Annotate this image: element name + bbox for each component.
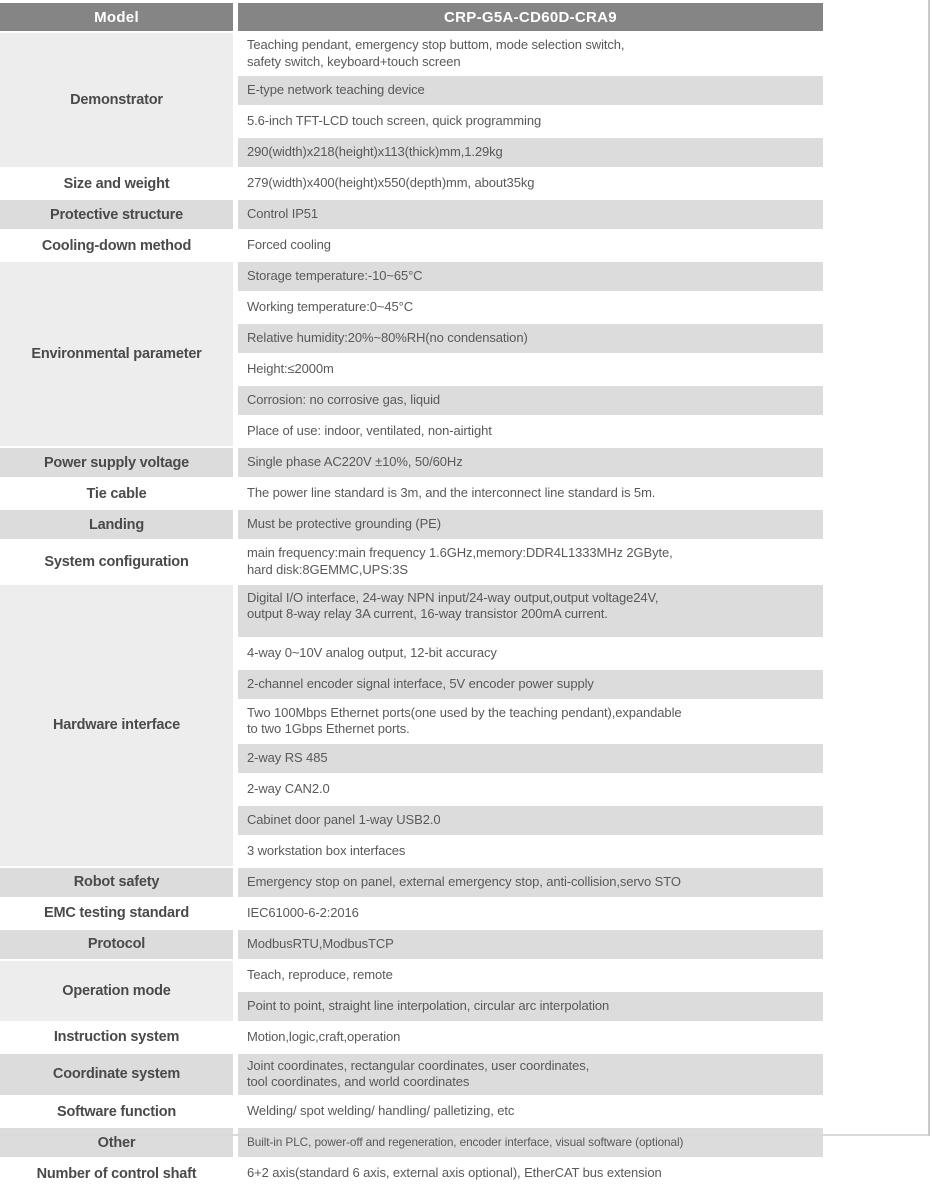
section-row: Coordinate system Joint coordinates, rec…	[0, 1053, 823, 1095]
spec-value-cell: Welding/ spot welding/ handling/ palleti…	[238, 1097, 823, 1126]
spec-table: Model CRP-G5A-CD60D-CRA9 Demonstrator Te…	[0, 3, 823, 1188]
section-values: Emergency stop on panel, external emerge…	[238, 867, 823, 897]
section-label-cell: Hardware interface	[0, 584, 233, 866]
spec-value-cell: Forced cooling	[238, 231, 823, 261]
spec-value-cell: Corrosion: no corrosive gas, liquid	[238, 386, 823, 416]
spec-value-cell: 290(width)x218(height)x113(thick)mm,1.29…	[238, 138, 823, 168]
section-values: ModbusRTU,ModbusTCP	[238, 929, 823, 959]
section-row: Power supply voltage Single phase AC220V…	[0, 448, 823, 478]
section-label-cell: Instruction system	[0, 1022, 233, 1052]
spec-value-cell: E-type network teaching device	[238, 76, 823, 106]
section-label-cell: Demonstrator	[0, 33, 233, 168]
spec-value-cell: Storage temperature:-10~65°C	[238, 262, 823, 292]
section-values: IEC61000-6-2:2016	[238, 898, 823, 928]
section-row: Other Built-in PLC, power-off and regene…	[0, 1128, 823, 1157]
section-label-cell: Robot safety	[0, 867, 233, 897]
section-label-cell: Cooling-down method	[0, 231, 233, 261]
section-row: Software function Welding/ spot welding/…	[0, 1097, 823, 1126]
section-row: Instruction system Motion,logic,craft,op…	[0, 1022, 823, 1052]
section-label-cell: Coordinate system	[0, 1053, 233, 1095]
section-row: EMC testing standard IEC61000-6-2:2016	[0, 898, 823, 928]
spec-value-cell: Digital I/O interface, 24-way NPN input/…	[238, 584, 823, 637]
section-row: Hardware interface Digital I/O interface…	[0, 584, 823, 866]
spec-value-cell: Motion,logic,craft,operation	[238, 1022, 823, 1052]
section-values: Storage temperature:-10~65°C Working temp…	[238, 262, 823, 447]
section-values: 6+2 axis(standard 6 axis, external axis …	[238, 1159, 823, 1188]
section-label-cell: Protective structure	[0, 200, 233, 230]
section-row: Landing Must be protective grounding (PE…	[0, 510, 823, 540]
section-values: main frequency:main frequency 1.6GHz,mem…	[238, 541, 823, 583]
section-values: Teach, reproduce, remote Point to point, …	[238, 960, 823, 1021]
section-values: 279(width)x400(height)x550(depth)mm, abo…	[238, 169, 823, 199]
section-label-cell: Power supply voltage	[0, 448, 233, 478]
spec-value-cell: 4-way 0~10V analog output, 12-bit accura…	[238, 638, 823, 668]
model-number-header-cell: CRP-G5A-CD60D-CRA9	[238, 3, 823, 31]
spec-value-cell: Joint coordinates, rectangular coordinat…	[238, 1053, 823, 1095]
section-label-cell: Software function	[0, 1097, 233, 1126]
section-row: Protocol ModbusRTU,ModbusTCP	[0, 929, 823, 959]
section-row: Number of control shaft 6+2 axis(standar…	[0, 1159, 823, 1188]
spec-value-cell: Teaching pendant, emergency stop buttom,…	[238, 33, 823, 75]
section-label-cell: Number of control shaft	[0, 1159, 233, 1188]
section-row: Operation mode Teach, reproduce, remote P…	[0, 960, 823, 1021]
section-values: Joint coordinates, rectangular coordinat…	[238, 1053, 823, 1095]
spec-value-cell: Must be protective grounding (PE)	[238, 510, 823, 540]
spec-value-cell: 279(width)x400(height)x550(depth)mm, abo…	[238, 169, 823, 199]
section-row: Protective structure Control IP51	[0, 200, 823, 230]
section-label-cell: System configuration	[0, 541, 233, 583]
spec-value-cell: 2-channel encoder signal interface, 5V e…	[238, 669, 823, 699]
spec-value-cell: Point to point, straight line interpolat…	[238, 991, 823, 1021]
section-label-cell: Landing	[0, 510, 233, 540]
spec-value-cell: Built-in PLC, power-off and regeneration…	[238, 1128, 823, 1157]
spec-value-cell: 3 workstation box interfaces	[238, 836, 823, 866]
section-row: Cooling-down method Forced cooling	[0, 231, 823, 261]
table-header-row: Model CRP-G5A-CD60D-CRA9	[0, 3, 823, 31]
section-values: Built-in PLC, power-off and regeneration…	[238, 1128, 823, 1157]
page-edge-line	[928, 0, 930, 1136]
section-values: Teaching pendant, emergency stop buttom,…	[238, 33, 823, 168]
spec-value-cell: Emergency stop on panel, external emerge…	[238, 867, 823, 897]
spec-value-cell: Two 100Mbps Ethernet ports(one used by t…	[238, 700, 823, 742]
spec-value-cell: ModbusRTU,ModbusTCP	[238, 929, 823, 959]
section-values: Control IP51	[238, 200, 823, 230]
spec-value-cell: Working temperature:0~45°C	[238, 293, 823, 323]
section-label-cell: Other	[0, 1128, 233, 1157]
spec-value-cell: The power line standard is 3m, and the i…	[238, 479, 823, 509]
section-values: Single phase AC220V ±10%, 50/60Hz	[238, 448, 823, 478]
section-label-cell: Operation mode	[0, 960, 233, 1021]
section-row: Demonstrator Teaching pendant, emergency…	[0, 33, 823, 168]
spec-value-cell: main frequency:main frequency 1.6GHz,mem…	[238, 541, 823, 583]
section-row: Robot safety Emergency stop on panel, ex…	[0, 867, 823, 897]
spec-value-cell: IEC61000-6-2:2016	[238, 898, 823, 928]
section-values: Must be protective grounding (PE)	[238, 510, 823, 540]
spec-value-cell: 2-way CAN2.0	[238, 774, 823, 804]
model-header-cell: Model	[0, 3, 233, 31]
page-bottom-line	[0, 1134, 928, 1136]
spec-value-cell: Height:≤2000m	[238, 355, 823, 385]
section-label-cell: Protocol	[0, 929, 233, 959]
section-values: Forced cooling	[238, 231, 823, 261]
section-values: Digital I/O interface, 24-way NPN input/…	[238, 584, 823, 866]
section-row: Tie cable The power line standard is 3m,…	[0, 479, 823, 509]
section-row: Environmental parameter Storage temperat…	[0, 262, 823, 447]
spec-value-cell: Single phase AC220V ±10%, 50/60Hz	[238, 448, 823, 478]
section-label-cell: EMC testing standard	[0, 898, 233, 928]
section-values: Welding/ spot welding/ handling/ palleti…	[238, 1097, 823, 1126]
section-values: The power line standard is 3m, and the i…	[238, 479, 823, 509]
section-label-cell: Size and weight	[0, 169, 233, 199]
section-label-cell: Tie cable	[0, 479, 233, 509]
spec-value-cell: Teach, reproduce, remote	[238, 960, 823, 990]
section-values: Motion,logic,craft,operation	[238, 1022, 823, 1052]
spec-value-cell: Relative humidity:20%~80%RH(no condensat…	[238, 324, 823, 354]
spec-value-cell: Place of use: indoor, ventilated, non-ai…	[238, 417, 823, 447]
spec-value-cell: 5.6-inch TFT-LCD touch screen, quick pro…	[238, 107, 823, 137]
spec-value-cell: Cabinet door panel 1-way USB2.0	[238, 805, 823, 835]
section-label-cell: Environmental parameter	[0, 262, 233, 447]
section-row: Size and weight 279(width)x400(height)x5…	[0, 169, 823, 199]
spec-value-cell: 6+2 axis(standard 6 axis, external axis …	[238, 1159, 823, 1188]
spec-value-cell: Control IP51	[238, 200, 823, 230]
spec-value-cell: 2-way RS 485	[238, 743, 823, 773]
section-row: System configuration main frequency:main…	[0, 541, 823, 583]
